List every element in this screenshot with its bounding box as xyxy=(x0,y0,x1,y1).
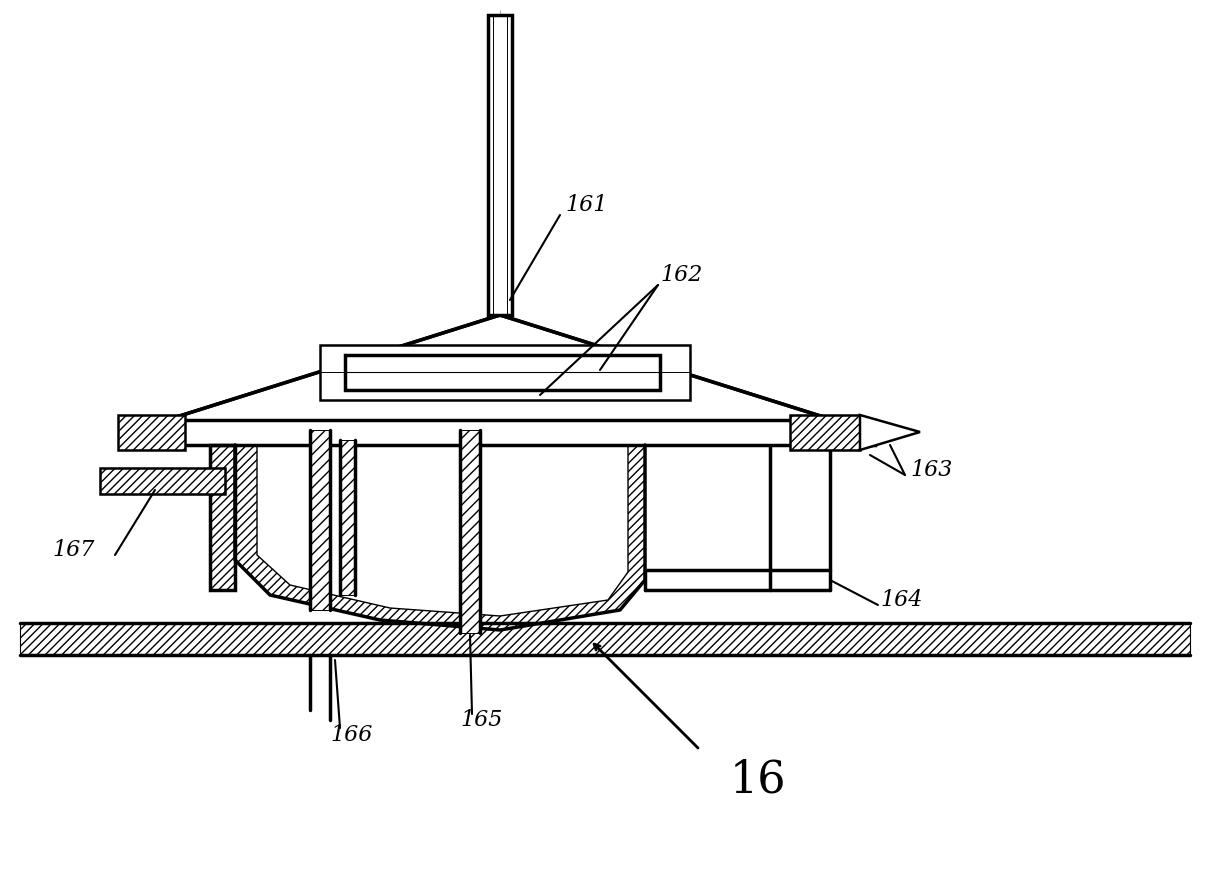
Polygon shape xyxy=(19,623,1190,655)
Polygon shape xyxy=(210,445,235,590)
Text: 165: 165 xyxy=(460,709,502,731)
Polygon shape xyxy=(135,315,865,430)
Bar xyxy=(135,420,875,445)
Bar xyxy=(99,468,224,494)
Polygon shape xyxy=(311,430,330,610)
Polygon shape xyxy=(790,415,860,450)
Bar xyxy=(320,345,690,400)
Text: 166: 166 xyxy=(330,724,372,746)
Text: 163: 163 xyxy=(910,459,952,481)
Bar xyxy=(488,15,512,315)
Polygon shape xyxy=(99,468,224,494)
Polygon shape xyxy=(460,430,480,633)
Bar xyxy=(344,355,660,390)
Text: 167: 167 xyxy=(52,539,95,561)
Text: 164: 164 xyxy=(879,589,922,611)
Polygon shape xyxy=(118,415,186,450)
Bar xyxy=(210,445,235,590)
Bar xyxy=(118,415,186,450)
Text: 162: 162 xyxy=(660,264,702,286)
Polygon shape xyxy=(860,415,919,450)
Polygon shape xyxy=(340,440,355,595)
Bar xyxy=(790,415,860,450)
Text: 16: 16 xyxy=(730,759,786,801)
Polygon shape xyxy=(257,445,628,616)
Polygon shape xyxy=(235,445,645,630)
Text: 161: 161 xyxy=(565,194,608,216)
